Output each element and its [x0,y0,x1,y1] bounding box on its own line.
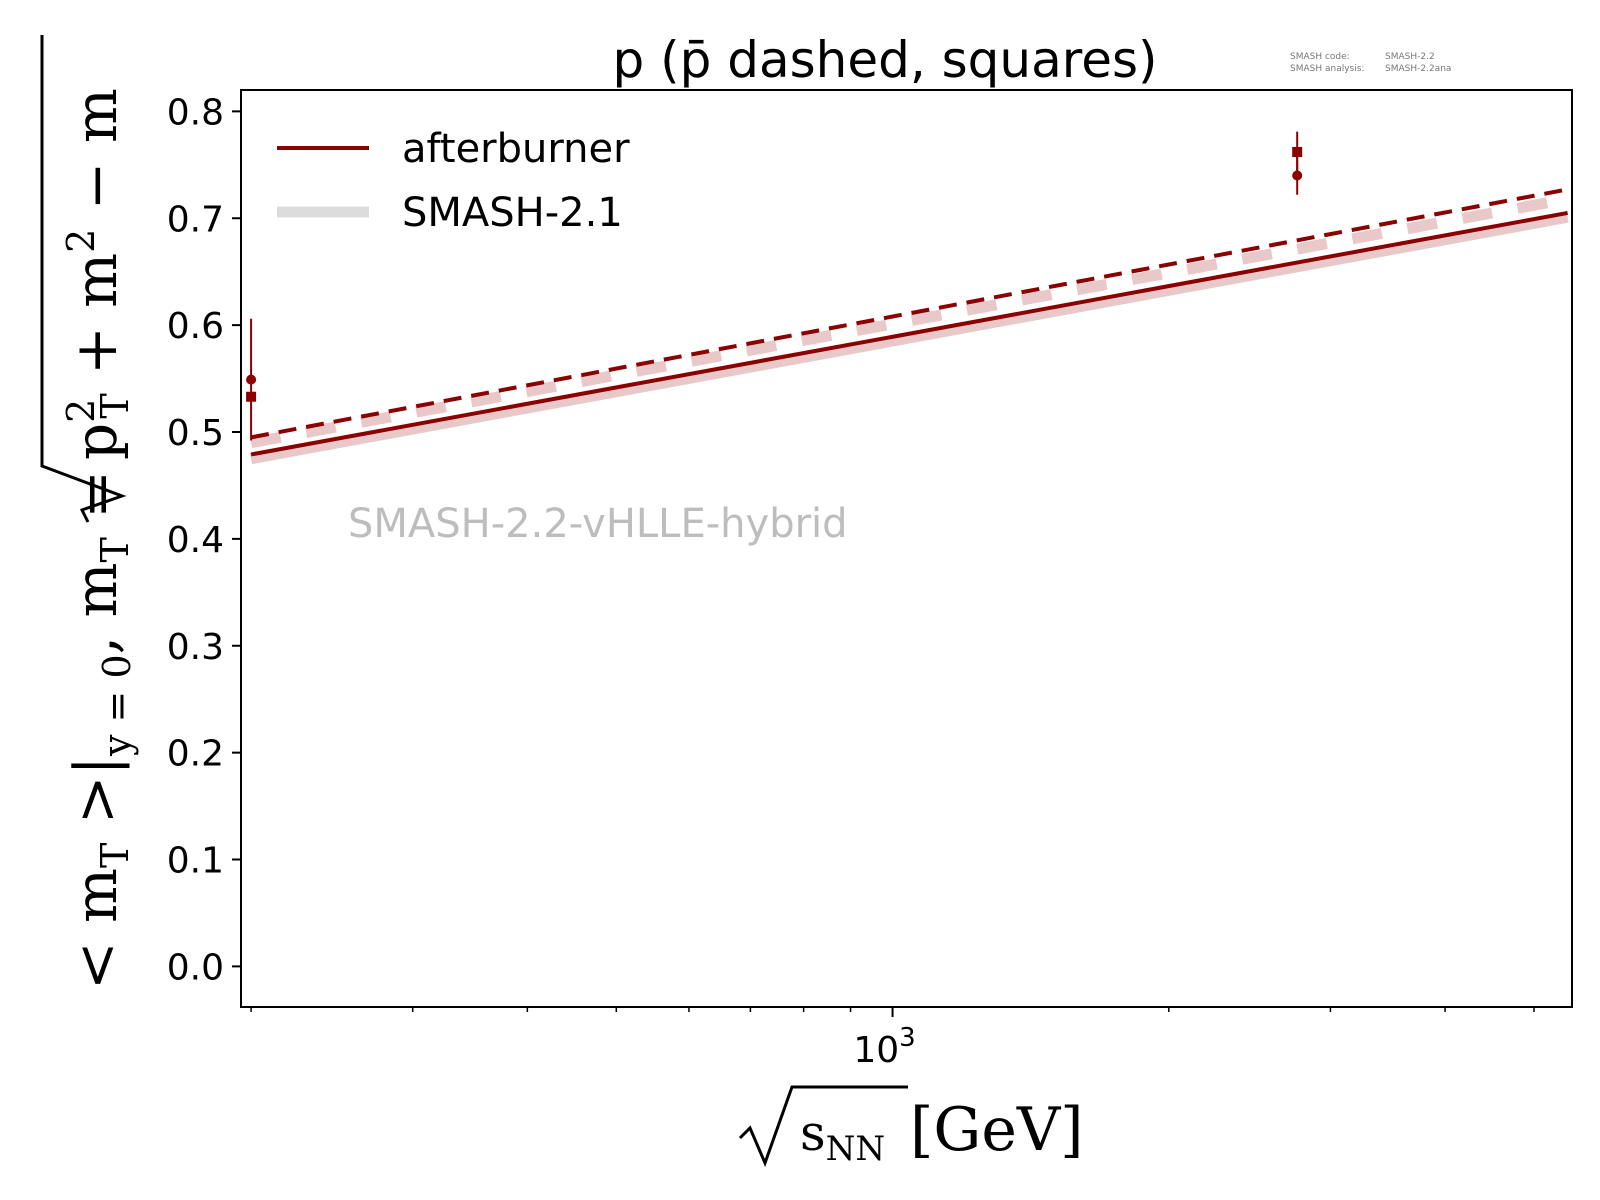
y-label-rad-m-sup: 2 [59,229,103,253]
meta-code-value: SMASH-2.2 [1385,52,1435,62]
y-label-rad-p: p [62,423,130,460]
y-tick-label: 0.8 [167,92,224,133]
y-label-rad-plus: + m [62,253,130,393]
svg-text:p2T + m2 − m: p2T + m2 − m [59,88,137,460]
y-tick-label: 0.7 [167,199,224,240]
watermark: SMASH-2.2-vHLLE-hybrid [348,501,848,547]
meta-analysis-label: SMASH analysis: [1290,64,1364,74]
y-label-mid-sub: y = 0 [95,654,139,757]
x-label-sub: NN [826,1129,886,1169]
plot-frame [240,89,1573,1008]
y-tick-label: 0.5 [167,413,224,454]
y-label-mid2: , m [62,562,130,654]
data-point-circle [1292,170,1303,181]
data-point-square [246,391,257,402]
y-tick-label: 0.1 [167,841,224,882]
data-points [246,131,1303,441]
y-label-mid2-sub: T [93,537,137,562]
y-label-tail: − m [62,88,130,228]
y-tick-label: 0.3 [167,627,224,668]
y-tick-label: 0.2 [167,734,224,775]
y-axis: 0.0 0.1 0.2 0.3 0.4 0.5 0.6 0.7 0.8 [167,92,241,988]
y-label-mid: >| [62,756,130,843]
smash21-bands [250,193,1569,465]
x-tick-label: 103 [853,1023,915,1071]
smash21-band-solid [250,211,1569,465]
plot-area: 0.0 0.1 0.2 0.3 0.4 0.5 0.6 0.7 0.8 103 [167,89,1573,1071]
afterburner-line-solid [250,210,1568,457]
y-tick-label: 0.4 [167,520,224,561]
svg-text:< mT >|y = 0, mT =: < mT >|y = 0, mT = [62,470,139,990]
y-tick-label: 0.0 [167,947,224,988]
y-axis-label: < mT >|y = 0, mT = p2T + m2 − m [40,35,139,990]
y-label-lhs-sub: T [93,843,137,868]
y-label-lhs: < m [62,868,130,990]
chart-title: p (p̄ dashed, squares) [612,31,1157,89]
legend: afterburner SMASH-2.1 [277,126,630,236]
x-label-var: s [800,1104,826,1162]
legend-label-afterburner: afterburner [402,126,630,172]
y-tick-label: 0.6 [167,306,224,347]
x-label-sqrt-sign [738,1085,908,1168]
data-point-square [1292,146,1303,157]
afterburner-lines [250,187,1568,457]
y-label-rad-p-sub: T [93,393,137,418]
x-label-unit: [GeV] [910,1095,1084,1165]
x-axis: 103 [250,1007,1535,1071]
data-point-circle [246,374,257,385]
meta-analysis-value: SMASH-2.2ana [1385,64,1451,74]
legend-label-smash21: SMASH-2.1 [402,190,623,236]
y-label-rad-p-sup: 2 [59,399,103,423]
y-label-sqrt-sign [40,35,127,523]
svg-text:sNN: sNN [800,1104,885,1169]
x-axis-label: sNN [GeV] [738,1085,1084,1169]
meta-code-label: SMASH code: [1290,52,1350,62]
